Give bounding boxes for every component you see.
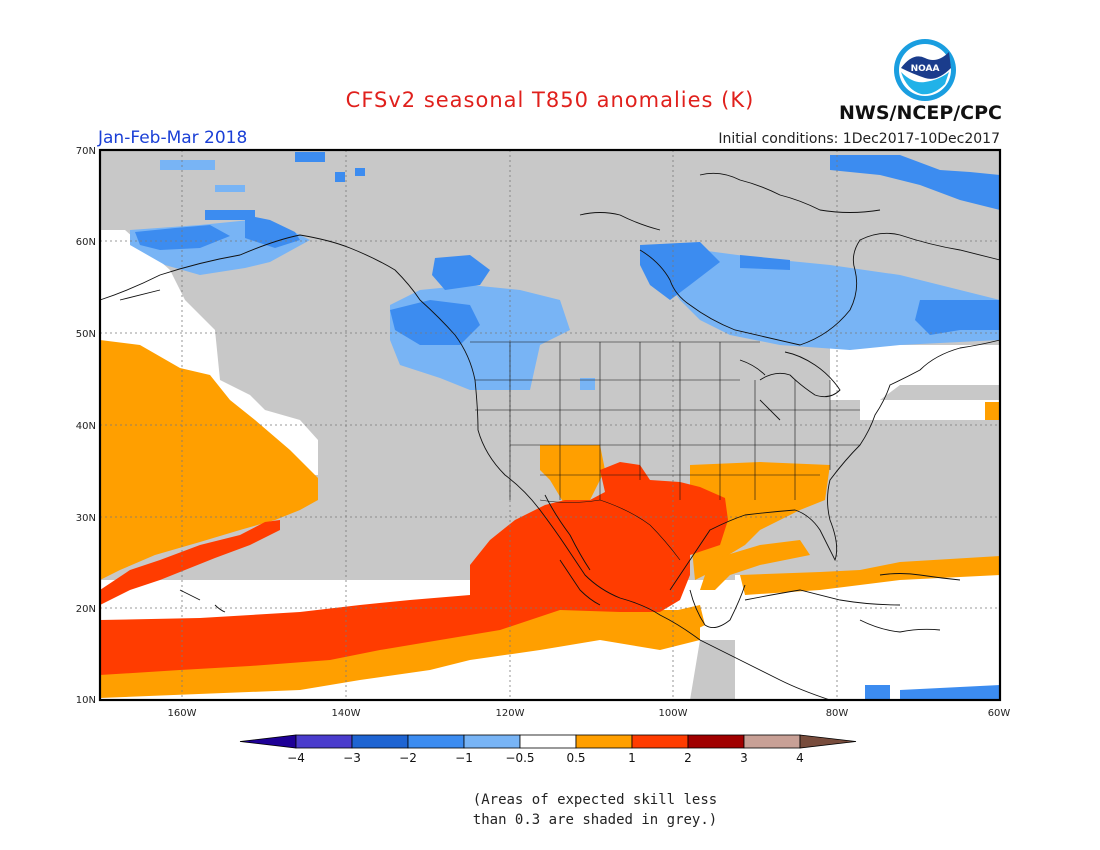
colorbar-tick-label: −4	[287, 751, 305, 765]
colorbar-swatch	[407, 734, 465, 749]
lat-label: 60N	[76, 237, 96, 248]
initial-conditions: Initial conditions: 1Dec2017-10Dec2017	[718, 131, 1000, 147]
lon-label: 80W	[826, 708, 849, 719]
colorbar-tick-label: 3	[740, 751, 748, 765]
map-panel	[98, 148, 1002, 702]
lon-label: 60W	[988, 708, 1011, 719]
colorbar-min-arrow	[239, 734, 297, 749]
lon-label: 120W	[496, 708, 525, 719]
latitude-labels: 70N 60N 50N 40N 30N 20N 10N	[76, 146, 96, 706]
colorbar-swatch	[295, 734, 353, 749]
skill-note: (Areas of expected skill less than 0.3 a…	[0, 790, 1100, 830]
colorbar-tick-label: −1	[455, 751, 473, 765]
noaa-logo-text: NOAA	[911, 64, 940, 74]
coastlines	[99, 172, 1001, 701]
colorbar-swatch	[519, 734, 577, 749]
warm-anomaly-strong	[100, 462, 728, 675]
lat-label: 10N	[76, 695, 96, 706]
colorbar-tick-label: −2	[399, 751, 417, 765]
colorbar-swatch	[351, 734, 409, 749]
lat-label: 30N	[76, 513, 96, 524]
colorbar-swatch	[463, 734, 521, 749]
forecast-period: Jan-Feb-Mar 2018	[98, 128, 248, 148]
colorbar-swatch	[631, 734, 689, 749]
noaa-logo: NOAA	[894, 39, 956, 101]
agency-label: NWS/NCEP/CPC	[839, 102, 1002, 124]
political-borders	[470, 341, 860, 561]
longitude-labels: 160W 140W 120W 100W 80W 60W	[168, 708, 1011, 719]
map-title: CFSv2 seasonal T850 anomalies (K)	[345, 88, 755, 112]
colorbar-swatch	[687, 734, 745, 749]
colorbar-tick-label: −3	[343, 751, 361, 765]
colorbar-swatch	[743, 734, 801, 749]
colorbar-tick-label: 4	[796, 751, 804, 765]
skill-note-line: (Areas of expected skill less	[472, 792, 718, 808]
colorbar-tick-label: −0.5	[505, 751, 534, 765]
lat-label: 40N	[76, 421, 96, 432]
colorbar-tick-label: 2	[684, 751, 692, 765]
lon-label: 160W	[168, 708, 197, 719]
lat-label: 70N	[76, 146, 96, 157]
skill-note-line: than 0.3 are shaded in grey.)	[472, 812, 718, 828]
lon-label: 140W	[332, 708, 361, 719]
cool-anomaly-medium	[135, 152, 1000, 700]
map-frame	[98, 148, 1002, 702]
colorbar-max-arrow	[799, 734, 857, 749]
colorbar-swatch	[575, 734, 633, 749]
colorbar-tick-label: 1	[628, 751, 636, 765]
lat-label: 20N	[76, 604, 96, 615]
lat-label: 50N	[76, 329, 96, 340]
lon-label: 100W	[659, 708, 688, 719]
colorbar-legend: −4 −3 −2 −1 −0.5 0.5 1 2 3 4	[239, 734, 857, 765]
colorbar-tick-label: 0.5	[566, 751, 585, 765]
